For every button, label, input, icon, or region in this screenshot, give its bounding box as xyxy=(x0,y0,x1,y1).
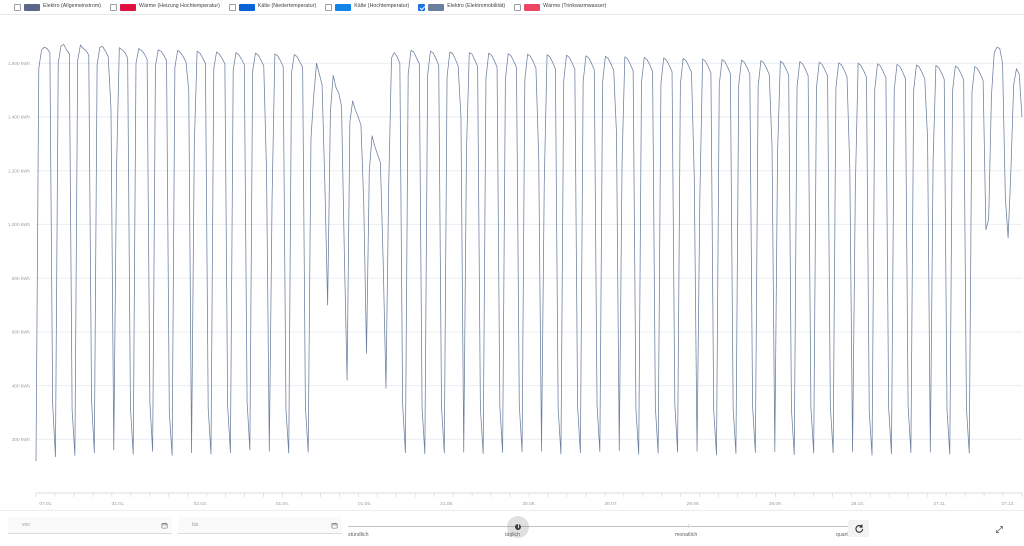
reset-button[interactable] xyxy=(848,520,869,537)
legend-item[interactable]: Wärme (Heizung Hochtemperatur) xyxy=(110,3,220,11)
legend-color-swatch xyxy=(24,3,40,11)
svg-text:1.000 kWh: 1.000 kWh xyxy=(8,222,30,227)
slider-option-stündlich[interactable]: stündlich xyxy=(348,532,369,538)
svg-text:1.600 kWh: 1.600 kWh xyxy=(8,61,30,66)
grid-lines xyxy=(36,62,1022,440)
svg-text:01.05.: 01.05. xyxy=(358,501,371,507)
expand-diagonal-icon xyxy=(995,525,1003,533)
legend-color-swatch xyxy=(238,3,255,11)
data-series xyxy=(35,44,1023,462)
svg-text:28.10.: 28.10. xyxy=(851,501,864,507)
legend-item-label: Wärme (Trinkwarmwasser) xyxy=(543,3,607,10)
svg-text:1.200 kWh: 1.200 kWh xyxy=(8,168,30,173)
slider-tick xyxy=(518,523,519,528)
svg-text:27.11.: 27.11. xyxy=(933,501,946,507)
legend-color-swatch xyxy=(120,3,137,11)
svg-text:31.01.: 31.01. xyxy=(111,501,124,507)
slider-option-monatlich[interactable]: monatlich xyxy=(675,532,698,538)
svg-text:600 kWh: 600 kWh xyxy=(12,330,31,335)
svg-text:27.12.: 27.12. xyxy=(1001,501,1014,507)
date-to-label: bis xyxy=(192,522,199,528)
svg-text:07.01.: 07.01. xyxy=(39,501,52,507)
legend-item-label: Elektro (Allgemeinstrom) xyxy=(43,3,102,10)
svg-text:31.05.: 31.05. xyxy=(440,501,453,507)
legend-item[interactable]: Elektro (Allgemeinstrom) xyxy=(14,3,102,11)
slider-option-täglich[interactable]: täglich xyxy=(505,532,520,538)
legend-color-swatch xyxy=(428,3,445,11)
svg-text:30.07.: 30.07. xyxy=(604,501,617,507)
legend-item-label: Kälte (Niedertemperatur) xyxy=(257,3,317,10)
checkbox-icon[interactable] xyxy=(325,3,333,11)
legend-item[interactable]: Kälte (Hochtemperatur) xyxy=(325,3,410,11)
checkbox-icon[interactable] xyxy=(514,3,522,11)
chart-legend: Elektro (Allgemeinstrom) Wärme (Heizung H… xyxy=(0,0,1024,15)
calendar-icon[interactable] xyxy=(329,520,340,531)
slider-tick xyxy=(688,523,689,528)
checkbox-icon[interactable] xyxy=(110,3,118,11)
legend-item-label: Wärme (Heizung Hochtemperatur) xyxy=(139,3,220,10)
legend-item-label: Elektro (Elektromobilität) xyxy=(447,3,506,10)
date-from-field[interactable]: von xyxy=(8,517,172,534)
svg-text:01.04.: 01.04. xyxy=(276,501,289,507)
svg-text:02.03.: 02.03. xyxy=(194,501,207,507)
svg-text:200 kWh: 200 kWh xyxy=(12,437,31,442)
series-line xyxy=(35,44,1023,462)
legend-color-swatch xyxy=(335,3,352,11)
y-axis-labels: 200 kWh 400 kWh 600 kWh 800 kWh 1.000 kWh 1.2… xyxy=(8,61,30,442)
date-to-field[interactable]: bis xyxy=(178,517,342,534)
legend-color-swatch xyxy=(524,3,541,11)
svg-text:1.400 kWh: 1.400 kWh xyxy=(8,115,30,120)
svg-text:400 kWh: 400 kWh xyxy=(12,383,31,388)
calendar-icon[interactable] xyxy=(159,520,170,531)
granularity-slider[interactable]: stündlichtäglichmonatlichquartalsweise xyxy=(348,511,868,546)
svg-text:30.06.: 30.06. xyxy=(522,501,535,507)
x-axis-tick-marks xyxy=(35,493,1023,497)
svg-text:28.09.: 28.09. xyxy=(769,501,782,507)
checkbox-icon[interactable] xyxy=(418,3,426,11)
svg-text:800 kWh: 800 kWh xyxy=(12,276,31,281)
checkbox-icon[interactable] xyxy=(14,3,21,11)
x-axis-labels: 07.01. 31.01. 02.03. 01.04. 01.05. 31.05. 30.0… xyxy=(39,501,1014,507)
expand-button[interactable] xyxy=(992,522,1006,536)
date-from-label: von xyxy=(22,522,31,528)
legend-item[interactable]: Wärme (Trinkwarmwasser) xyxy=(514,3,607,11)
checkbox-icon[interactable] xyxy=(228,3,236,11)
chart-plot-area[interactable]: 200 kWh 400 kWh 600 kWh 800 kWh 1.000 kWh 1.2… xyxy=(0,15,1024,510)
legend-item-label: Kälte (Hochtemperatur) xyxy=(354,3,410,10)
line-chart-svg: 200 kWh 400 kWh 600 kWh 800 kWh 1.000 kWh 1.2… xyxy=(8,44,1023,507)
legend-item[interactable]: Elektro (Elektromobilität) xyxy=(418,3,506,11)
chart-controls-bar: von bis xyxy=(0,510,1024,546)
legend-item[interactable]: Kälte (Niedertemperatur) xyxy=(228,3,317,11)
svg-text:29.08.: 29.08. xyxy=(687,501,700,507)
reset-icon xyxy=(854,524,863,533)
slider-track[interactable] xyxy=(348,526,858,528)
